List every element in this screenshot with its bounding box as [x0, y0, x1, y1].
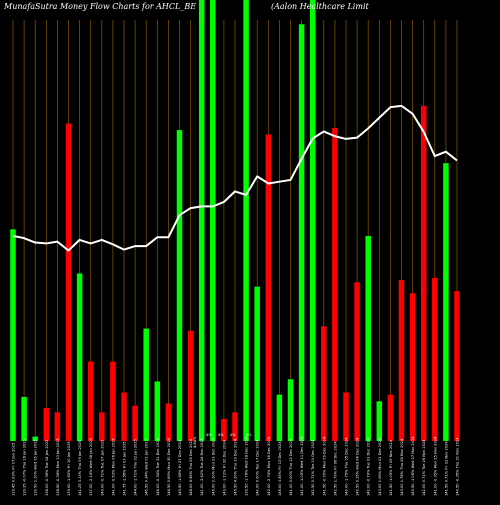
- x-tick-label: 142.50 0.71% Tue 10 Dec 2024: [311, 439, 315, 496]
- chart-title-left: MunafaSutra Money Flow Charts for AHCL_B…: [3, 2, 196, 11]
- bar: [287, 379, 294, 441]
- x-tick-label: 142.00 -2.74% Mon 16 Dec 2024: [267, 436, 271, 496]
- x-tick-label: 140.00 -1.75% Thu 05 Dec 2024: [345, 437, 349, 496]
- bar: [432, 277, 438, 441]
- bar: [54, 412, 61, 441]
- x-tick-label: 141.00 -0.53% Mon 06 Jan 2025: [111, 438, 115, 496]
- bar: [276, 394, 283, 441]
- bar: [243, 0, 249, 441]
- x-tick-label: 141.75 -1.56% Fri 03 Jan 2025: [123, 441, 127, 496]
- bar: [187, 330, 194, 441]
- x-tick-label: 148.00 4.96% Thu 26 Dec 2024: [189, 438, 193, 496]
- bar: [354, 282, 360, 441]
- mid-label: 4%: [218, 433, 224, 437]
- bar: [10, 229, 16, 441]
- x-tick-label: 143.00 1.06% Mon 02 Dec 2024: [378, 437, 382, 496]
- bar: [409, 293, 416, 441]
- money-flow-line: [12, 104, 458, 252]
- x-tick-label: 142.50 1.79% Fri 06 Dec 2024: [333, 441, 337, 496]
- bar: [21, 396, 27, 441]
- x-tick-label: 138.50 -0.36% Mon 13 Jan 2025: [56, 438, 60, 496]
- mid-label: 4%: [246, 433, 252, 437]
- bar: [232, 412, 238, 441]
- x-tick-label: 137.00 -2.14% Wed 08 Jan 2025: [89, 438, 93, 496]
- x-tick-label: 139.50 -1.76% Wed 18 Dec 2024: [245, 436, 249, 496]
- x-tick-label: 140.50 -1.06% Wed 27 Nov 2024: [411, 436, 415, 496]
- bar: [198, 0, 205, 441]
- x-tick-label: 145.50 -1.69% Fri 27 Dec 2024: [178, 439, 182, 496]
- x-tick-labels: 139.45 0.03% Fri 17 Jan 2025 139.35 -0.07…: [12, 436, 460, 496]
- bar: [143, 328, 149, 441]
- chart-title-right: (Aalon Healthcare Limit: [271, 2, 370, 11]
- bar: [154, 381, 161, 441]
- x-tick-label: 141.00 -1.05% Wed 11 Dec 2024: [300, 436, 304, 496]
- x-tick-label: 142.00 -0.70% Tue 03 Dec 2024: [367, 437, 371, 496]
- bar: [176, 130, 183, 441]
- x-tick-label: 146.00 3.55% Fri 13 Dec 2024: [278, 441, 282, 496]
- x-tick-label: 141.00 -3.42% Tue 24 Dec 2024: [200, 437, 204, 496]
- x-tick-label: 142.50 0.35% Wed 04 Dec 2024: [356, 437, 360, 496]
- x-tick-label: 143.00 -1.72% Fri 20 Dec 2024: [222, 439, 226, 496]
- x-tick-label: 146.00 2.10% Mon 23 Dec 2024: [211, 437, 215, 496]
- bar: [454, 291, 460, 441]
- mid-label: 4%: [230, 433, 236, 437]
- bar: [65, 123, 72, 441]
- x-tick-label: 146.50 0.69% Mon 30 Dec 2024: [167, 437, 171, 496]
- x-tick-label: 139.00 -1.60% Fri 10 Jan 2025: [67, 441, 71, 496]
- bars: [10, 0, 460, 442]
- x-tick-label: 139.50 1.10% Wed 15 Jan 2025: [34, 439, 38, 496]
- bar: [132, 405, 138, 441]
- x-tick-label: 138.00 -0.36% Tue 14 Jan 2025: [45, 440, 49, 496]
- x-tick-label: 141.00 0.00% Thu 12 Dec 2024: [289, 438, 293, 496]
- bar: [76, 273, 83, 441]
- bar: [298, 24, 305, 441]
- x-tick-label: 140.50 -0.35% Thu 21 Nov 2024: [456, 437, 460, 496]
- x-tick-label: 140.00 -0.71% Tue 07 Jan 2025: [100, 440, 104, 496]
- bar: [309, 0, 316, 441]
- x-tick-label: 141.00 -0.35% Mon 25 Nov 2024: [433, 436, 437, 496]
- bar: [343, 392, 349, 441]
- x-tick-label: 142.00 0.71% Tue 26 Nov 2024: [422, 439, 426, 496]
- money-flow-polyline: [12, 104, 458, 252]
- bar: [87, 361, 94, 441]
- bar: [376, 401, 383, 441]
- x-tick-label: 141.50 -0.70% Mon 09 Dec 2024: [322, 436, 326, 496]
- bar: [321, 326, 327, 441]
- bar: [210, 0, 216, 441]
- bar: [265, 134, 272, 441]
- bar: [121, 392, 127, 441]
- x-tick-label: 139.35 -0.07% Thu 16 Jan 2025: [23, 439, 27, 496]
- x-tick-label: 139.45 0.03% Fri 17 Jan 2025: [12, 443, 16, 496]
- bar: [99, 412, 105, 441]
- mid-label: 4.84%: [193, 436, 197, 448]
- mid-label: 4%: [206, 433, 212, 437]
- x-tick-label: 142.00 0.00% Tue 17 Dec 2024: [256, 439, 260, 496]
- x-tick-label: 143.00 1.78% Thu 28 Nov 2024: [400, 438, 404, 496]
- x-tick-label: 145.50 4.30% Thu 19 Dec 2024: [234, 438, 238, 496]
- x-tick-label: 141.50 -1.05% Fri 29 Nov 2024: [389, 439, 393, 496]
- bar: [221, 418, 227, 441]
- x-tick-label: 141.25 3.13% Thu 09 Jan 2025: [78, 440, 82, 496]
- bar: [332, 127, 338, 441]
- x-tick-label: 146.00 -0.34% Tue 31 Dec 2024: [156, 437, 160, 496]
- bar: [43, 407, 50, 441]
- bar: [443, 163, 449, 442]
- bar: [387, 394, 394, 441]
- bar: [420, 105, 427, 441]
- bar: [254, 286, 260, 441]
- mid-labels: 4.84% 4% 4% 4% 4%: [193, 433, 252, 448]
- x-tick-label: 146.50 0.34% Wed 01 Jan 2025: [145, 439, 149, 496]
- bar: [32, 436, 38, 441]
- bar: [165, 403, 172, 441]
- x-tick-label: 144.00 -1.71% Thu 02 Jan 2025: [134, 439, 138, 496]
- bar: [365, 235, 371, 441]
- x-tick-label: 141.50 0.71% Fri 22 Nov 2024: [444, 441, 448, 496]
- bar: [398, 280, 405, 441]
- bar: [110, 361, 116, 441]
